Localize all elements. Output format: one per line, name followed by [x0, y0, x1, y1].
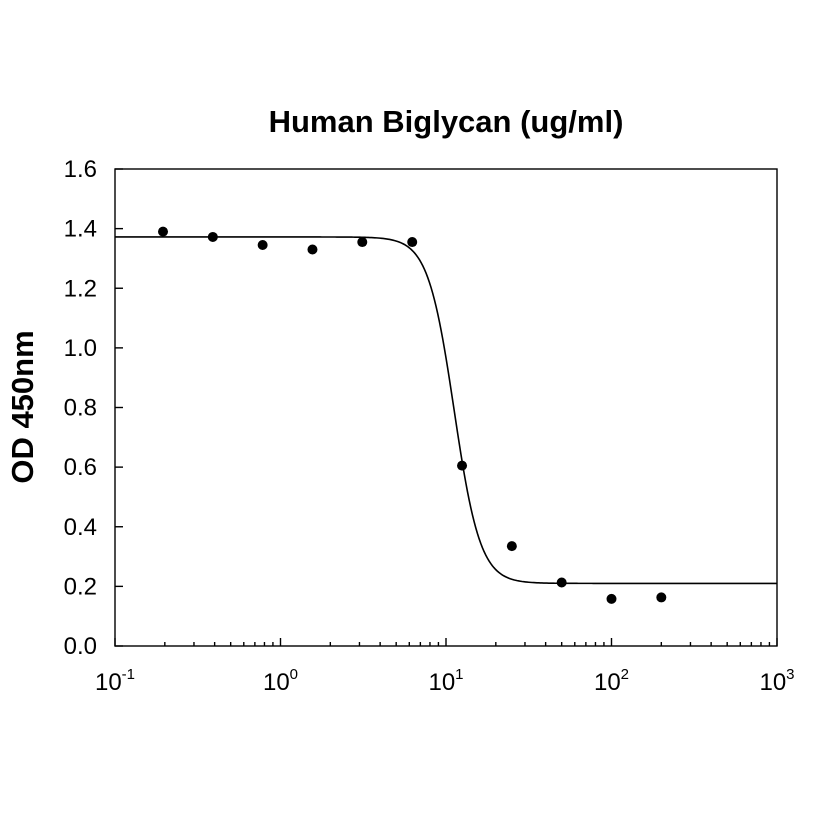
y-tick-label: 0.4 [64, 514, 97, 541]
x-tick-label: 103 [759, 666, 794, 696]
fit-curve [115, 236, 777, 585]
x-tick-base: 10 [759, 669, 786, 696]
data-point [656, 592, 667, 603]
x-tick-exponent: 0 [290, 666, 298, 683]
data-point [307, 244, 318, 255]
data-point [506, 541, 517, 552]
data-points [158, 226, 667, 604]
x-tick-label: 100 [263, 666, 298, 696]
y-tick-label: 0.8 [64, 395, 97, 422]
y-tick-label: 0.2 [64, 573, 97, 600]
data-point [407, 237, 418, 248]
data-point [457, 460, 468, 471]
y-tick-label: 0.0 [64, 633, 97, 660]
x-tick-base: 10 [263, 669, 290, 696]
x-axis: 10-1 100 101 102 103 [95, 638, 795, 696]
data-point [257, 240, 268, 251]
y-axis-label: OD 450nm [5, 330, 40, 483]
data-point [556, 577, 567, 588]
x-tick-label: 102 [594, 666, 629, 696]
x-tick-base: 10 [428, 669, 455, 696]
x-tick-base: 10 [95, 669, 122, 696]
y-tick-label: 1.2 [64, 275, 97, 302]
data-point [357, 237, 368, 248]
y-axis: 0.0 0.2 0.4 0.6 0.8 1.0 1.2 1.4 1.6 [64, 156, 123, 660]
y-tick-label: 1.4 [64, 216, 97, 243]
y-tick-label: 1.0 [64, 335, 97, 362]
fit-curve-line [115, 236, 777, 585]
x-tick-exponent: 3 [786, 666, 794, 683]
data-point [207, 231, 218, 242]
x-tick-exponent: 2 [621, 666, 629, 683]
x-tick-exponent: -1 [122, 666, 135, 683]
data-point [158, 226, 169, 237]
y-tick-label: 0.6 [64, 454, 97, 481]
y-tick-label: 1.6 [64, 156, 97, 183]
x-tick-base: 10 [594, 669, 621, 696]
x-tick-exponent: 1 [455, 666, 463, 683]
x-tick-label: 10-1 [95, 666, 135, 696]
data-point [606, 593, 617, 604]
x-tick-label: 101 [428, 666, 463, 696]
chart-title: Human Biglycan (ug/ml) [269, 104, 624, 139]
